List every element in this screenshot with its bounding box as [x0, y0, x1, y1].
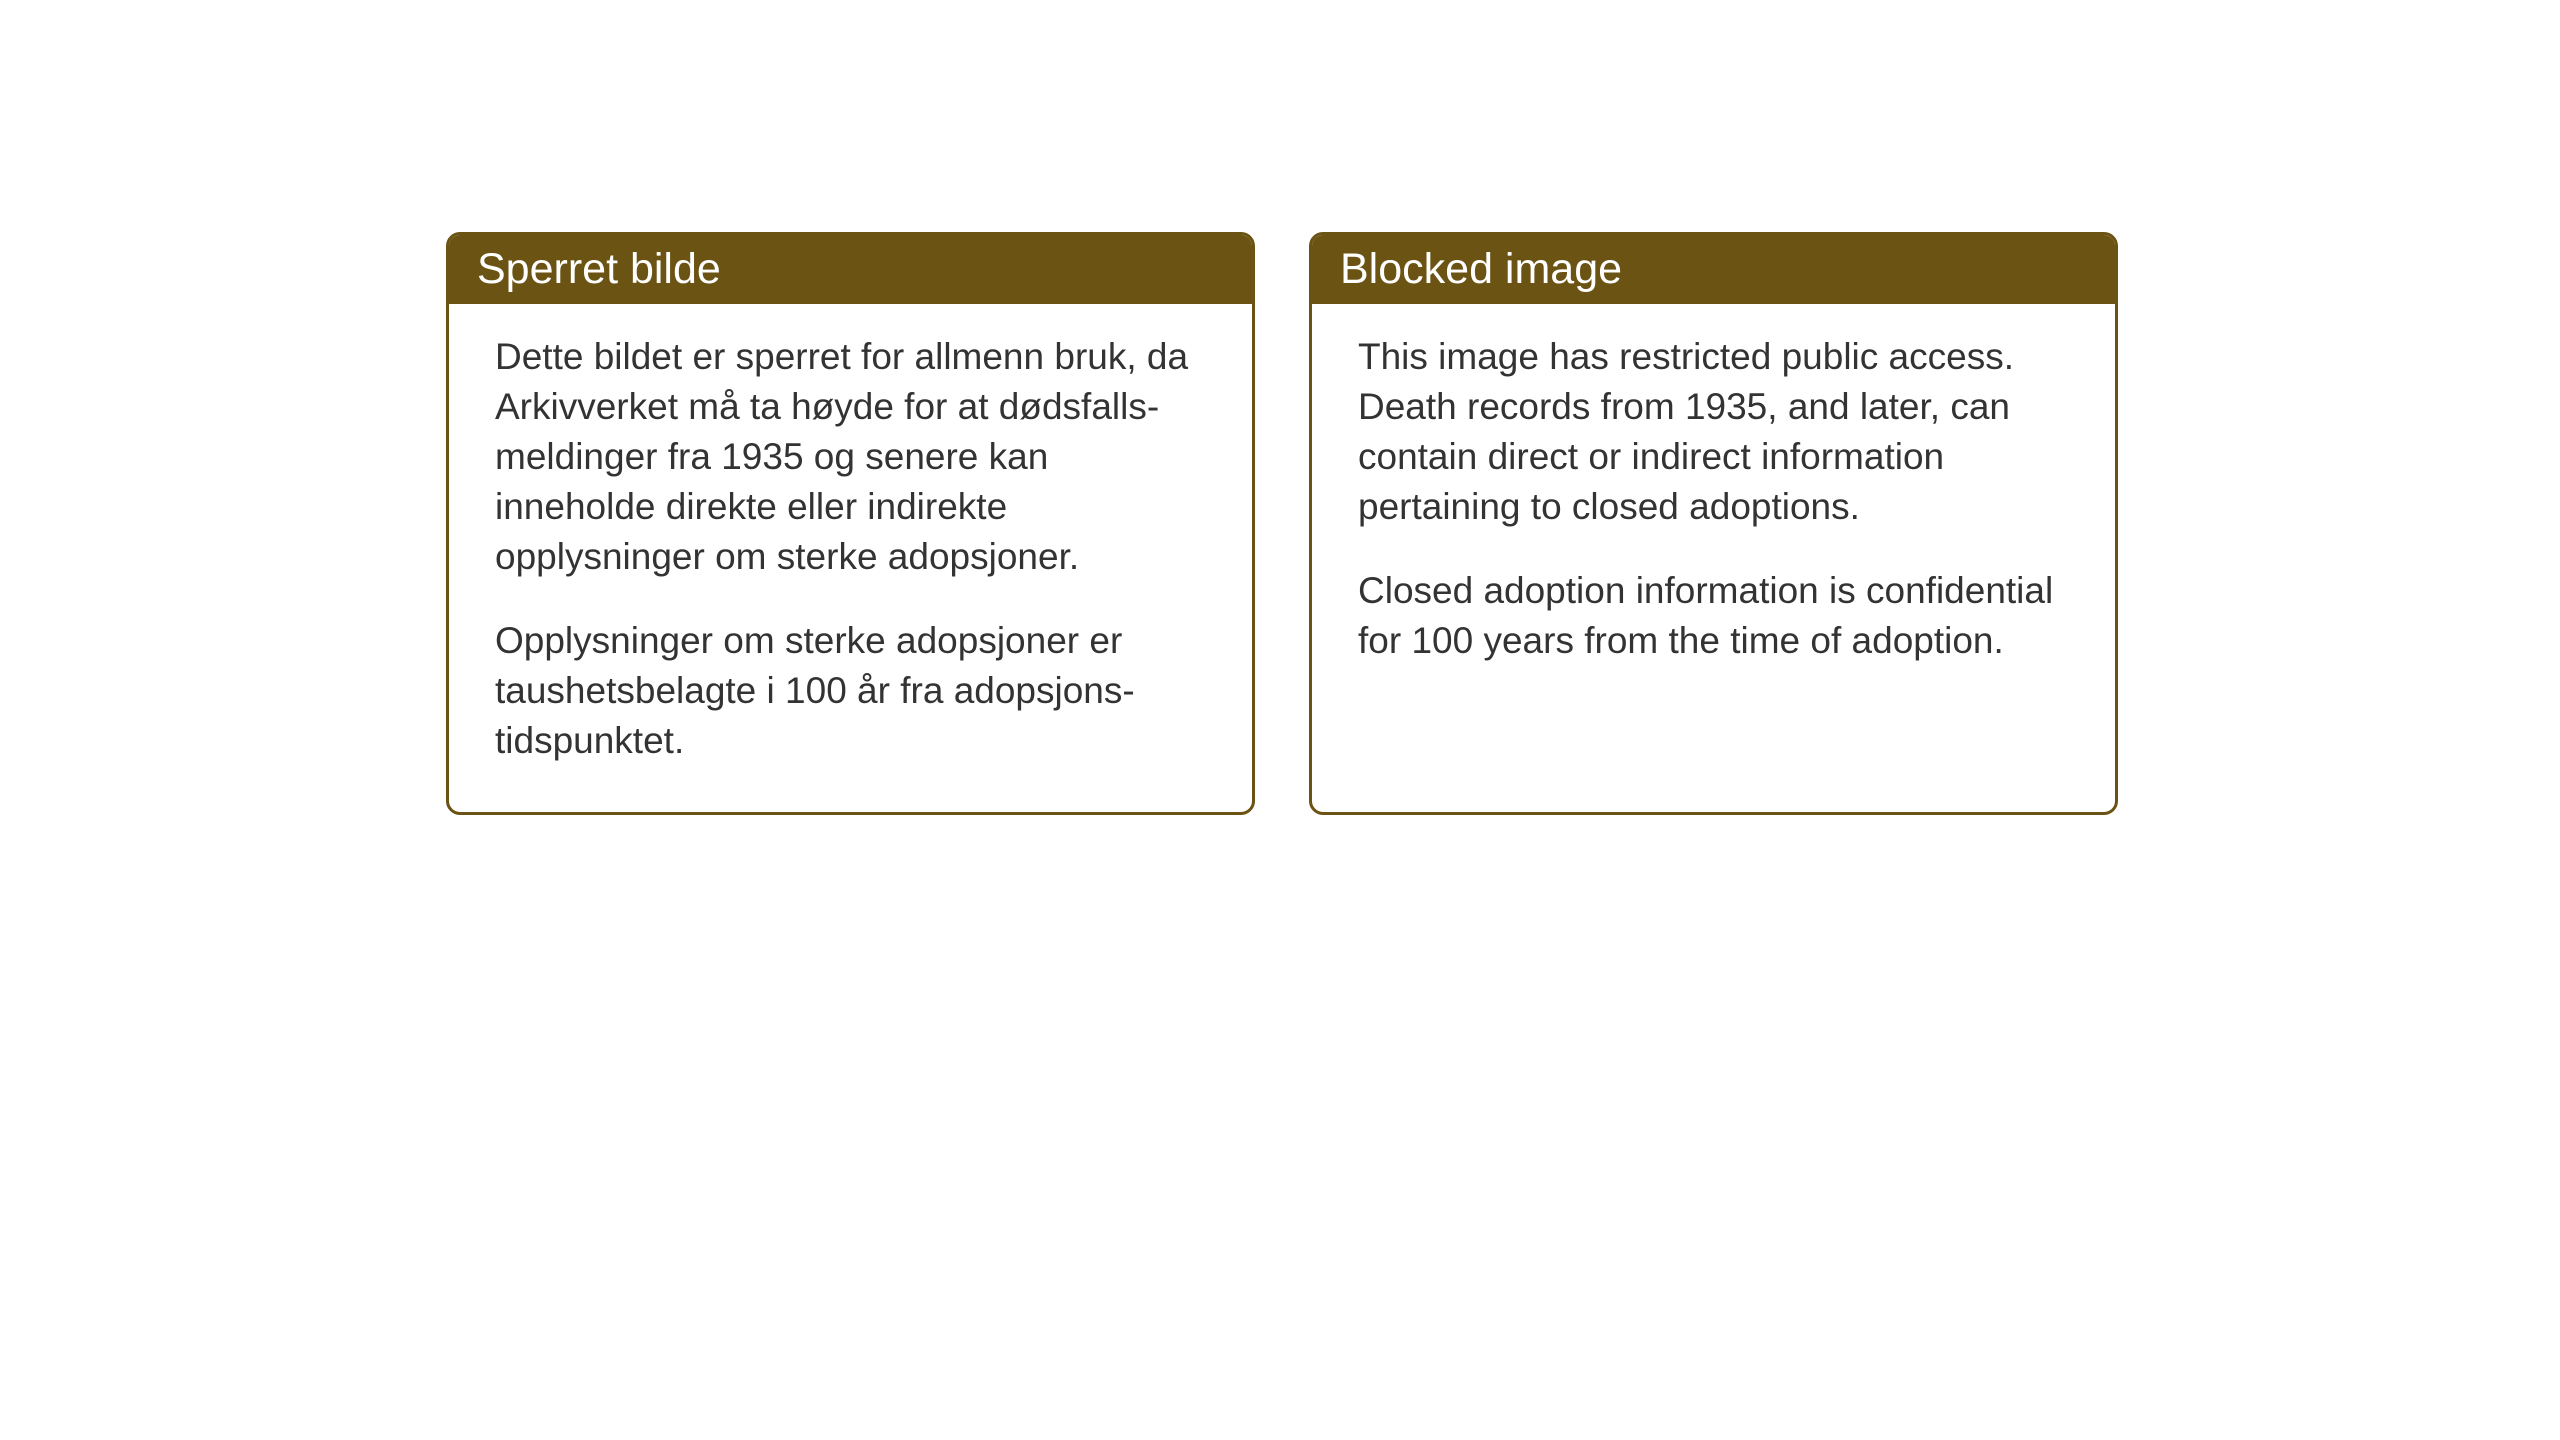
- card-body-english: This image has restricted public access.…: [1312, 304, 2115, 712]
- card-header-english: Blocked image: [1312, 235, 2115, 304]
- card-title-english: Blocked image: [1340, 245, 1622, 293]
- card-norwegian: Sperret bilde Dette bildet er sperret fo…: [446, 232, 1255, 815]
- card-english: Blocked image This image has restricted …: [1309, 232, 2118, 815]
- card-title-norwegian: Sperret bilde: [477, 245, 721, 293]
- card-paragraph-1-norwegian: Dette bildet er sperret for allmenn bruk…: [495, 332, 1206, 582]
- card-header-norwegian: Sperret bilde: [449, 235, 1252, 304]
- card-paragraph-2-norwegian: Opplysninger om sterke adopsjoner er tau…: [495, 616, 1206, 766]
- card-body-norwegian: Dette bildet er sperret for allmenn bruk…: [449, 304, 1252, 812]
- card-paragraph-2-english: Closed adoption information is confident…: [1358, 566, 2069, 666]
- cards-container: Sperret bilde Dette bildet er sperret fo…: [446, 232, 2118, 815]
- card-paragraph-1-english: This image has restricted public access.…: [1358, 332, 2069, 532]
